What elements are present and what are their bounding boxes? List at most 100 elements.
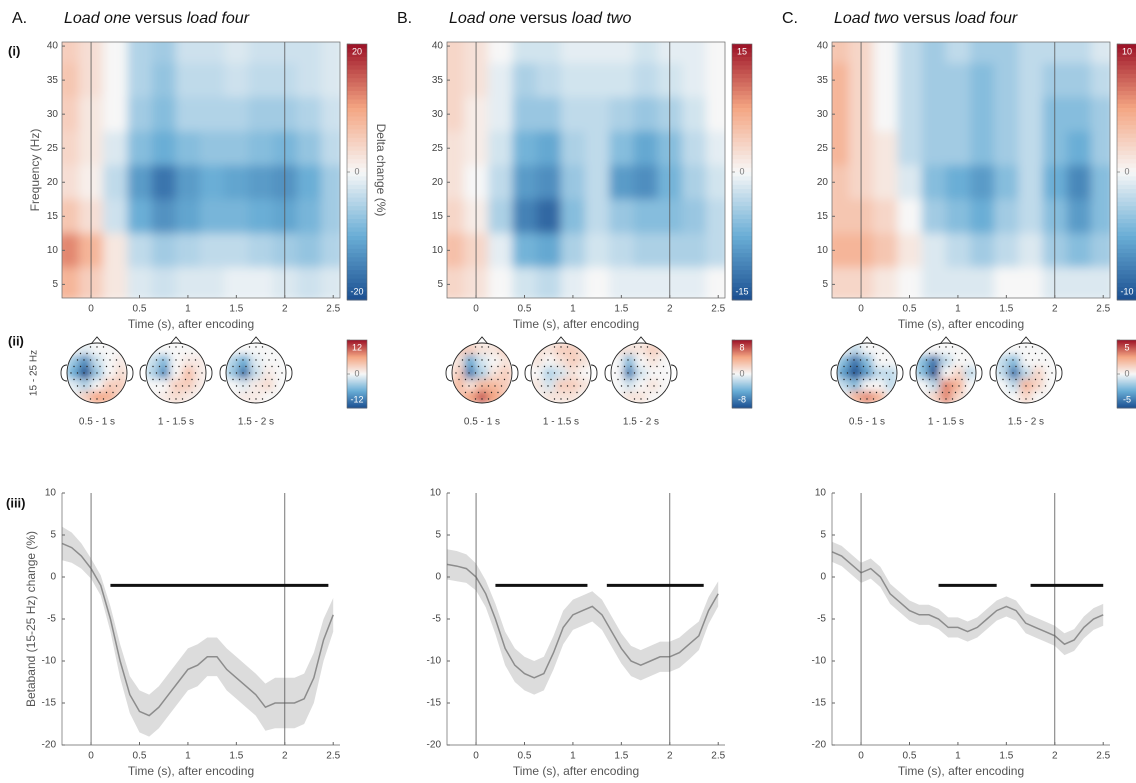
x-tick-label: 1.5 <box>999 304 1013 315</box>
electrode <box>1034 378 1037 381</box>
electrode <box>853 359 855 361</box>
heatmap-cell <box>560 131 586 166</box>
topomap-cell <box>916 391 929 403</box>
electrode <box>540 372 543 374</box>
colorbar-step <box>1117 282 1136 288</box>
colorbar-step <box>732 253 752 258</box>
heatmap-cell <box>873 267 898 298</box>
colorbar-tick-label: 0 <box>1124 368 1129 378</box>
heatmap-cell <box>560 199 586 234</box>
electrode <box>461 359 464 361</box>
electrode <box>859 346 862 348</box>
electrode <box>481 359 483 361</box>
topomap-cell <box>611 379 624 392</box>
electrode <box>576 365 578 368</box>
colorbar-step <box>732 231 752 237</box>
topomap-cell <box>464 379 477 392</box>
topomap-cell <box>964 391 976 403</box>
heatmap-cell <box>296 165 322 200</box>
colorbar-step <box>732 201 752 207</box>
electrode <box>633 398 636 400</box>
colorbar-step <box>347 380 367 383</box>
colorbar-step <box>732 386 752 389</box>
colorbar-step <box>1117 295 1136 301</box>
heatmap-cell <box>560 267 586 298</box>
heatmap-cell <box>512 267 538 298</box>
colorbar-step <box>1117 371 1136 374</box>
topomap-cell <box>1020 391 1033 403</box>
colorbar-step <box>1117 201 1136 207</box>
electrode <box>152 378 154 381</box>
topomap-cell <box>885 367 897 380</box>
electrode <box>79 365 82 368</box>
electrode <box>932 359 934 361</box>
electrode <box>464 365 467 368</box>
electrode <box>1031 398 1034 400</box>
electrode <box>1041 365 1043 368</box>
colorbar-step <box>1117 380 1136 383</box>
colorbar-step <box>1117 184 1136 190</box>
topomap-cell <box>659 343 671 356</box>
colorbar-step <box>732 368 752 370</box>
x-axis-label: Time (s), after encoding <box>128 317 254 331</box>
electrode <box>948 391 950 394</box>
row-label: (iii) <box>6 495 26 510</box>
colorbar-tick-label: 0 <box>739 166 744 176</box>
colorbar-step <box>1117 369 1136 372</box>
topomap-cell <box>567 379 580 392</box>
x-tick-label: 1 <box>185 751 191 762</box>
colorbar-step <box>347 270 367 275</box>
colorbar-step <box>1117 227 1136 233</box>
topomap-cell <box>861 391 874 403</box>
colorbar-step <box>732 282 752 288</box>
colorbar-step <box>732 73 752 79</box>
electrode <box>633 372 636 374</box>
colorbar-step <box>1117 73 1136 79</box>
electrode <box>1041 391 1043 394</box>
electrode <box>1015 352 1017 355</box>
electrode <box>1002 365 1004 368</box>
electrode <box>630 365 632 368</box>
topomap-cells <box>837 343 897 403</box>
topomap-cell <box>531 355 544 368</box>
topomap-cell <box>452 391 465 403</box>
electrode <box>86 378 88 381</box>
colorbar-step <box>732 193 752 199</box>
electrode <box>623 352 626 355</box>
colorbar-step <box>347 257 367 263</box>
heatmap-cell <box>296 267 322 298</box>
electrode <box>255 372 257 374</box>
colorbar-step <box>347 274 367 280</box>
topomap-cell <box>1044 367 1056 380</box>
heatmap-cell <box>248 131 274 166</box>
electrode <box>869 352 871 355</box>
electrode <box>500 372 503 374</box>
colorbar-step <box>732 345 752 348</box>
heatmap-cell <box>248 63 274 98</box>
topomap-cell <box>67 343 80 356</box>
colorbar-step <box>732 357 752 359</box>
topomap-cell <box>543 355 556 368</box>
heatmap-cell <box>706 42 725 64</box>
colorbar-step <box>347 193 367 199</box>
heatmap-cells <box>447 42 725 298</box>
electrode <box>932 372 934 374</box>
colorbar-step <box>347 44 367 49</box>
electrode <box>251 352 254 355</box>
electrode <box>158 391 161 394</box>
colorbar-step <box>732 274 752 280</box>
electrode <box>149 372 151 374</box>
electrode <box>1012 385 1014 387</box>
colorbar-step <box>347 360 367 363</box>
heatmap-cell <box>945 233 971 268</box>
heatmap-cell <box>1018 233 1044 268</box>
topomap-cell <box>916 379 929 392</box>
electrode <box>112 378 114 381</box>
heatmap-cell <box>921 131 947 166</box>
colorbar-step <box>1117 265 1136 271</box>
colorbar-step <box>732 159 752 164</box>
heatmap-cell <box>447 131 465 166</box>
heatmap-cell <box>897 233 923 268</box>
heatmap-cell <box>1091 267 1110 298</box>
electrode <box>566 346 569 348</box>
